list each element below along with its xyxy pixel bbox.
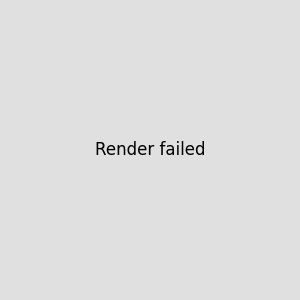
Text: Render failed: Render failed (95, 141, 205, 159)
